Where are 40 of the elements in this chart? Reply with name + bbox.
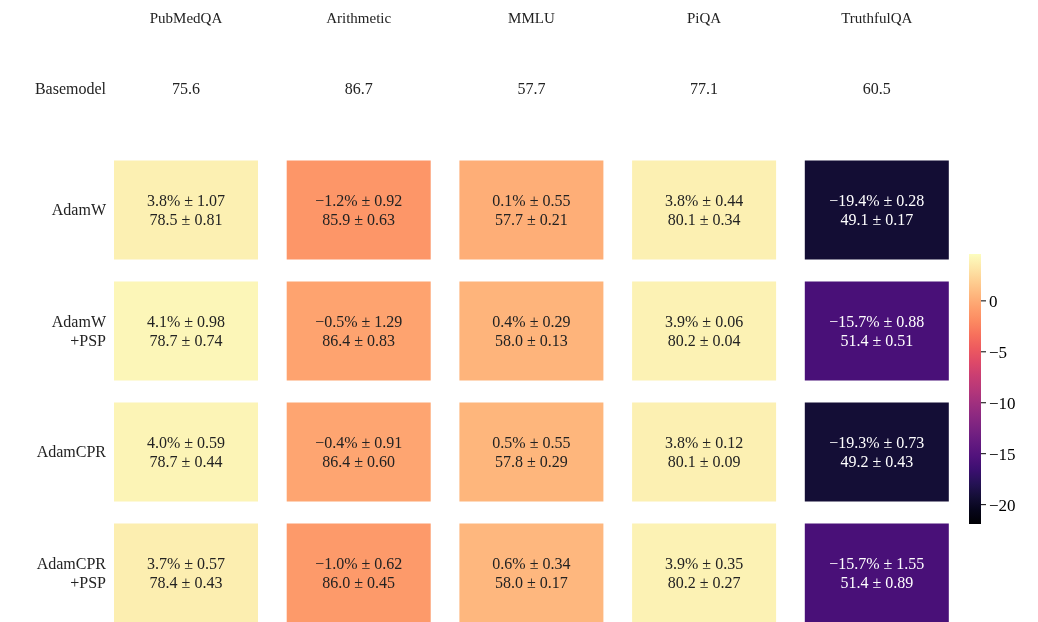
color-bar-label: −10 xyxy=(989,393,1016,413)
data-label: −19.4% ± 0.28 49.1 ± 0.17 xyxy=(829,192,925,228)
data-label: −19.3% ± 0.73 49.2 ± 0.43 xyxy=(829,434,925,470)
data-label: 3.8% ± 1.07 78.5 ± 0.81 xyxy=(146,192,226,228)
data-label: −1.0% ± 0.62 86.0 ± 0.45 xyxy=(315,555,403,591)
text: 57.7 xyxy=(517,80,546,97)
data-label: 0.6% ± 0.34 58.0 ± 0.17 xyxy=(492,555,571,591)
x-tick-label: MMLU xyxy=(508,10,555,26)
color-bar-label: 0 xyxy=(989,291,998,311)
data-label: −0.4% ± 0.91 86.4 ± 0.60 xyxy=(315,434,403,470)
data-label: 4.1% ± 0.98 78.7 ± 0.74 xyxy=(146,313,226,349)
data-label: 3.9% ± 0.35 80.2 ± 0.27 xyxy=(665,555,744,591)
text: 77.1 xyxy=(690,80,719,97)
x-tick-label: PubMedQA xyxy=(149,10,223,26)
text: 60.5 xyxy=(862,80,891,97)
data-label: 4.0% ± 0.59 78.7 ± 0.44 xyxy=(146,434,226,470)
y-tick-label: AdamW xyxy=(51,201,107,218)
data-label: −1.2% ± 0.92 85.9 ± 0.63 xyxy=(315,192,403,228)
data-label: 3.7% ± 0.57 78.4 ± 0.43 xyxy=(146,555,226,591)
y-tick-label: AdamW +PSP xyxy=(51,313,107,349)
color-bar-label: −20 xyxy=(989,495,1016,515)
data-label: 0.4% ± 0.29 58.0 ± 0.13 xyxy=(492,313,571,349)
x-tick-label: Arithmetic xyxy=(326,10,392,26)
data-label: 0.5% ± 0.55 57.8 ± 0.29 xyxy=(492,434,571,470)
y-tick-label: AdamCPR xyxy=(36,443,107,460)
data-label: 3.8% ± 0.12 80.1 ± 0.09 xyxy=(665,434,744,470)
y-tick-label: AdamCPR +PSP xyxy=(36,555,107,591)
y-tick-label: Basemodel xyxy=(34,80,107,97)
data-label: 3.8% ± 0.44 80.1 ± 0.34 xyxy=(665,192,744,228)
data-label: −15.7% ± 1.55 51.4 ± 0.89 xyxy=(829,555,925,591)
data-label: 3.9% ± 0.06 80.2 ± 0.04 xyxy=(665,313,744,349)
x-tick-label: PiQA xyxy=(687,10,722,26)
text: 86.7 xyxy=(344,80,373,97)
x-tick-label: TruthfulQA xyxy=(841,10,913,26)
color-bar-label: −5 xyxy=(989,342,1008,362)
data-label: 0.1% ± 0.55 57.7 ± 0.21 xyxy=(492,192,571,228)
color-bar-label: −15 xyxy=(989,444,1016,464)
data-label: −0.5% ± 1.29 86.4 ± 0.83 xyxy=(315,313,403,349)
text: 75.6 xyxy=(172,80,200,97)
data-label: −15.7% ± 0.88 51.4 ± 0.51 xyxy=(829,313,925,349)
